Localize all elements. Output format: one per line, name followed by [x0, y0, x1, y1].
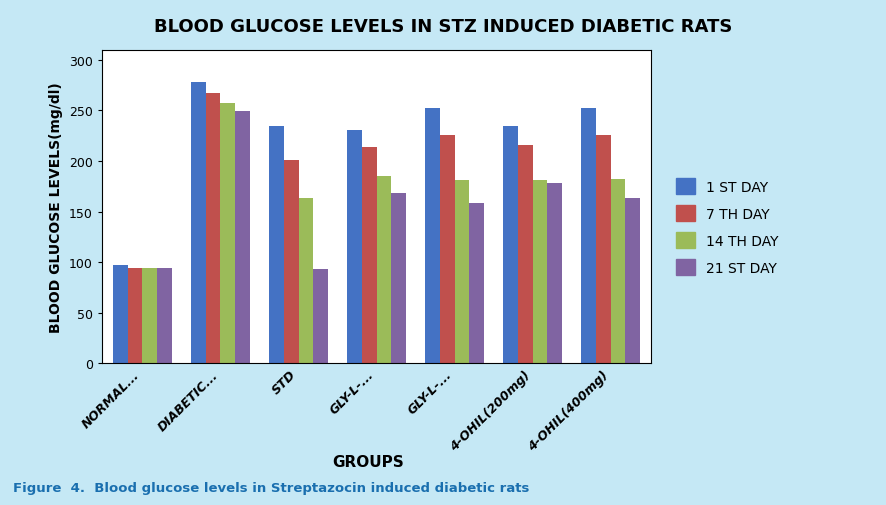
Bar — [221, 104, 236, 364]
Y-axis label: BLOOD GLUCOSE LEVELS(mg/dl): BLOOD GLUCOSE LEVELS(mg/dl) — [50, 82, 64, 332]
Bar — [439, 135, 455, 364]
Bar — [299, 199, 314, 364]
Bar — [361, 147, 377, 364]
Bar — [610, 180, 626, 364]
Bar — [425, 109, 439, 364]
Bar — [470, 204, 485, 364]
Bar — [113, 266, 128, 364]
Bar — [548, 184, 563, 364]
Bar — [392, 194, 406, 364]
Legend: 1 ST DAY, 7 TH DAY, 14 TH DAY, 21 ST DAY: 1 ST DAY, 7 TH DAY, 14 TH DAY, 21 ST DAY — [676, 179, 779, 276]
Bar — [347, 130, 361, 364]
Bar — [517, 145, 532, 364]
Bar — [532, 181, 548, 364]
Bar — [190, 83, 206, 364]
Bar — [128, 269, 143, 364]
Bar — [158, 269, 172, 364]
Text: Figure  4.  Blood glucose levels in Streptazocin induced diabetic rats: Figure 4. Blood glucose levels in Strept… — [13, 481, 530, 494]
Bar — [268, 126, 284, 364]
Text: GROUPS: GROUPS — [332, 454, 403, 470]
Bar — [503, 126, 517, 364]
Bar — [595, 135, 610, 364]
Bar — [284, 161, 299, 364]
Bar — [626, 199, 641, 364]
Text: BLOOD GLUCOSE LEVELS IN STZ INDUCED DIABETIC RATS: BLOOD GLUCOSE LEVELS IN STZ INDUCED DIAB… — [154, 18, 732, 36]
Bar — [377, 177, 392, 364]
Bar — [314, 270, 328, 364]
Bar — [236, 112, 250, 364]
Bar — [455, 181, 470, 364]
Bar — [581, 109, 595, 364]
Bar — [206, 94, 221, 364]
Bar — [143, 269, 158, 364]
